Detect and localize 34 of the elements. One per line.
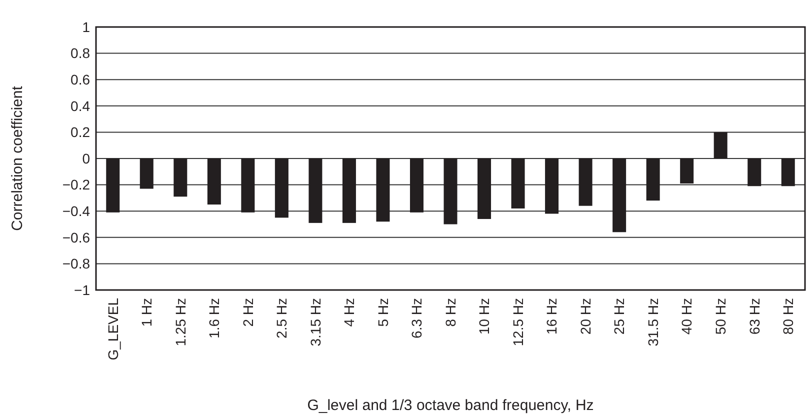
x-tick-label: 20 Hz [577, 298, 594, 335]
x-tick-label: 63 Hz [746, 298, 762, 335]
y-tick-label: 0.4 [70, 98, 90, 114]
x-tick-label: 4 Hz [341, 298, 358, 327]
y-tick-label: 0.2 [70, 124, 90, 140]
y-tick-label: 0.6 [70, 72, 90, 88]
x-tick-label: 6.3 Hz [408, 298, 425, 338]
y-tick-label: −0.2 [62, 176, 90, 193]
x-tick-label: 25 Hz [611, 298, 628, 335]
y-tick-label: −0.4 [62, 203, 90, 219]
x-tick-label: 2.5 Hz [274, 298, 290, 338]
x-tick-label: 31.5 Hz [644, 298, 661, 346]
x-tick-label: 1.6 Hz [206, 298, 222, 338]
y-tick-label: −0.6 [62, 229, 90, 246]
x-tick-label: 80 Hz [780, 298, 796, 335]
x-tick-label: 1.25 Hz [172, 298, 188, 346]
y-tick-label: 1 [82, 18, 90, 35]
x-tick-label: 2 Hz [240, 298, 256, 327]
y-tick-label: −0.8 [62, 256, 90, 272]
y-tick-label: 0.8 [70, 45, 90, 62]
y-tick-label: −1 [74, 282, 90, 298]
x-tick-label: G_LEVEL [104, 298, 121, 360]
x-tick-label: 5 Hz [374, 298, 391, 327]
x-tick-label: 40 Hz [678, 298, 695, 335]
x-tick-label: 50 Hz [712, 298, 728, 335]
x-axis-title: G_level and 1/3 octave band frequency, Hz [307, 397, 594, 414]
y-tick-label: 0 [82, 150, 90, 166]
x-tick-label: 12.5 Hz [510, 298, 526, 346]
x-tick-label: 16 Hz [544, 298, 560, 335]
x-tick-label: 1 Hz [138, 298, 155, 327]
x-tick-label: 10 Hz [476, 298, 492, 335]
x-tick-label: 8 Hz [442, 298, 458, 327]
x-tick-label: 3.15 Hz [307, 298, 324, 346]
y-axis-title: Correlation coefficient [9, 85, 26, 231]
